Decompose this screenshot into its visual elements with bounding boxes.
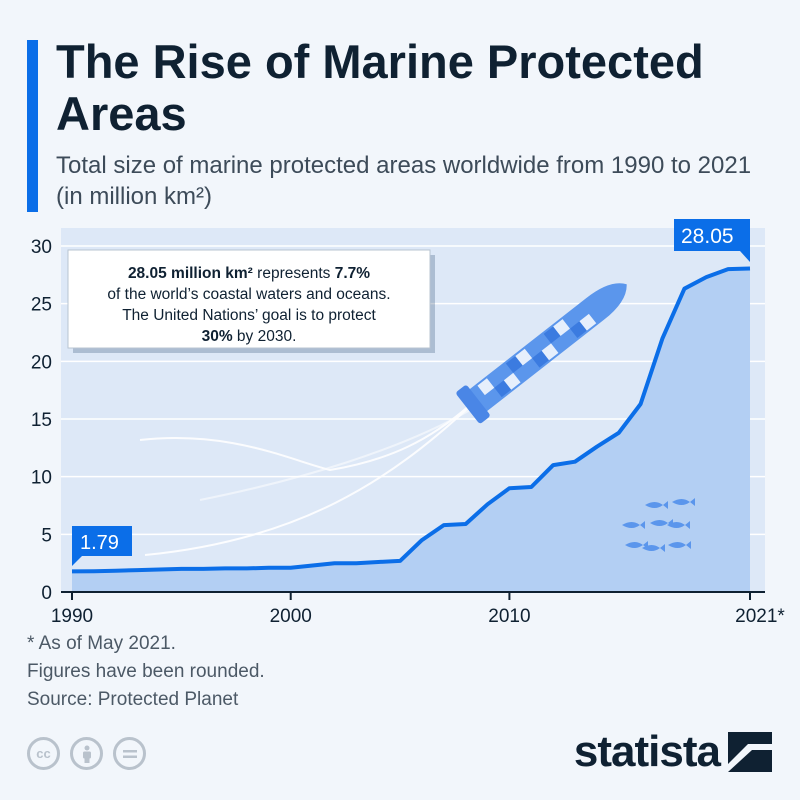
accent-bar [27, 40, 38, 212]
x-tick-label: 2021* [735, 606, 785, 627]
source-note: Source: Protected Planet [27, 689, 239, 710]
rocket-illustration [456, 283, 627, 424]
annotation-line1-rest: represents [253, 265, 335, 282]
y-tick-label: 10 [31, 468, 52, 489]
x-axis: 1990 2000 2010 2021* [51, 592, 785, 627]
series-line [71, 266, 751, 574]
end-value-callout: 28.05 [674, 219, 750, 262]
start-value-callout: 1.79 [72, 526, 132, 566]
end-value-box [674, 219, 750, 251]
footnote-as-of: * As of May 2021. [27, 633, 176, 654]
footnotes: * As of May 2021. Figures have been roun… [27, 630, 265, 714]
brand-name: statista [573, 727, 721, 776]
cc-icon[interactable]: cc [27, 737, 60, 770]
y-tick-label: 25 [31, 295, 52, 316]
svg-text:30% by 2030.: 30% by 2030. [202, 328, 297, 345]
end-value-label: 28.05 [681, 225, 734, 248]
y-axis: 0 5 10 15 20 25 30 [31, 237, 52, 604]
series-area [72, 268, 750, 592]
annotation-line2: of the world’s coastal waters and oceans… [107, 286, 390, 303]
svg-text:28.05 million km² represents 7: 28.05 million km² represents 7.7% [128, 265, 370, 282]
y-tick-label: 30 [31, 237, 52, 258]
start-value-label: 1.79 [80, 532, 119, 554]
fish-school-illustration [622, 498, 695, 552]
rocket-trail [139, 404, 471, 556]
license-icons: cc [27, 737, 146, 770]
statista-mark-icon [728, 732, 772, 772]
annotation-box: 28.05 million km² represents 7.7% of the… [67, 249, 435, 353]
x-tick-label: 1990 [51, 606, 93, 627]
y-tick-label: 5 [41, 525, 52, 546]
page-subtitle: Total size of marine protected areas wor… [56, 152, 752, 210]
y-tick-label: 20 [31, 352, 52, 373]
x-tick-label: 2000 [270, 606, 312, 627]
annotation-line4-rest: by 2030. [233, 328, 297, 345]
start-value-box [72, 526, 132, 556]
footnote-rounded: Figures have been rounded. [27, 661, 265, 682]
annotation-line3: The United Nations’ goal is to protect [122, 307, 376, 324]
annotation-line4-bold: 30% [202, 328, 233, 345]
nd-icon[interactable] [113, 737, 146, 770]
by-icon[interactable] [70, 737, 103, 770]
annotation-line1-bold: 28.05 million km² [128, 265, 253, 282]
page-title: The Rise of Marine Protected Areas [56, 35, 704, 140]
annotation-line1-pct: 7.7% [335, 265, 371, 282]
x-tick-label: 2010 [488, 606, 530, 627]
y-tick-label: 15 [31, 410, 52, 431]
statista-logo[interactable]: statista [574, 727, 772, 777]
y-tick-label: 0 [41, 583, 52, 604]
